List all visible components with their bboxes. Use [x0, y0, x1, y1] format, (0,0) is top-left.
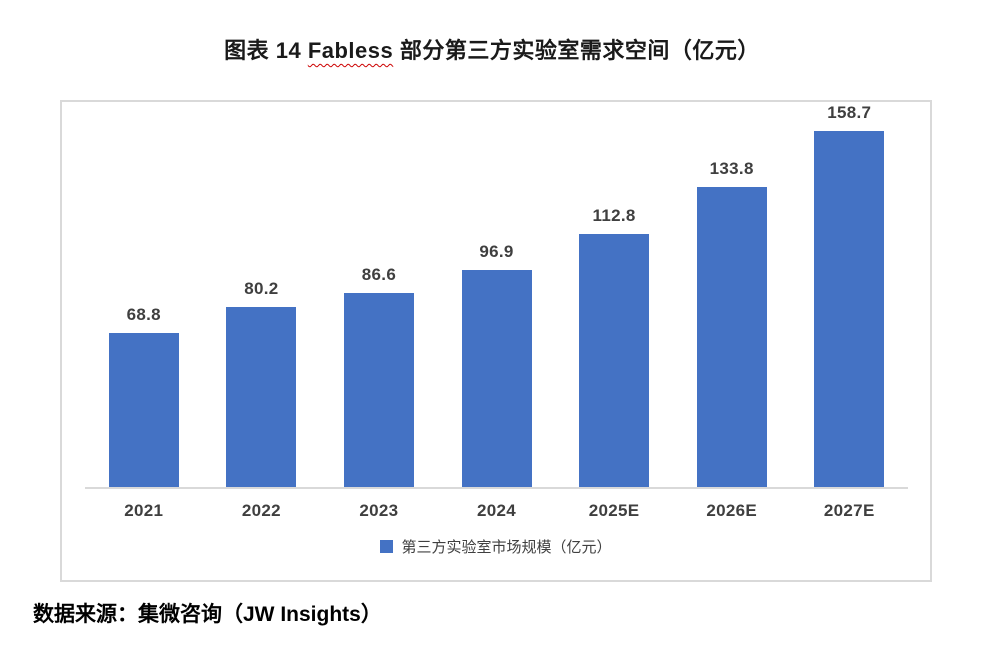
- bar-2027E: [814, 131, 885, 487]
- x-axis-label-2024: 2024: [477, 501, 517, 520]
- bar-2024: [461, 270, 532, 487]
- bar-value-label-2021: 68.8: [126, 305, 161, 324]
- bar-2025E: [579, 234, 650, 487]
- bar-column-2025E: 112.8: [555, 102, 673, 487]
- bar-value-label-2025E: 112.8: [592, 206, 636, 225]
- bar-2026E: [696, 187, 767, 487]
- chart-frame: 68.8 80.2 86.6 96.9 112.8 133.8 158.7 2021 2022…: [60, 100, 932, 582]
- bar-value-label-2027E: 158.7: [827, 103, 872, 122]
- bar-column-2027E: 158.7: [790, 102, 908, 487]
- legend-marker-swatch: [380, 540, 394, 553]
- bar-column-2022: 80.2: [203, 102, 321, 487]
- bar-column-2026E: 133.8: [673, 102, 791, 487]
- bar-2023: [343, 293, 414, 487]
- x-axis-label-2023: 2023: [359, 501, 399, 520]
- chart-title-suffix: 部分第三方实验室需求空间（亿元）: [393, 38, 760, 63]
- bar-column-2023: 86.6: [320, 102, 438, 487]
- bar-value-label-2022: 80.2: [244, 279, 279, 298]
- bar-value-label-2026E: 133.8: [709, 159, 754, 178]
- chart-title: 图表 14 Fabless 部分第三方实验室需求空间（亿元）: [0, 33, 984, 65]
- plot-area: 68.8 80.2 86.6 96.9 112.8 133.8 158.7 2021 2022…: [62, 102, 930, 580]
- x-axis-label-2022: 2022: [241, 501, 281, 520]
- bar-column-2024: 96.9: [438, 102, 556, 487]
- x-axis-label-2026E: 2026E: [706, 501, 758, 520]
- bar-2022: [226, 307, 297, 487]
- x-axis-line: [85, 487, 908, 489]
- legend: 第三方实验室市场规模（亿元）: [62, 536, 930, 557]
- chart-title-fabless-spellcheck: Fabless: [307, 38, 394, 63]
- bar-value-label-2023: 86.6: [361, 265, 397, 284]
- bar-value-label-2024: 96.9: [479, 242, 514, 261]
- source-note: 数据来源：集微咨询（JW Insights）: [33, 603, 382, 626]
- legend-label: 第三方实验室市场规模（亿元）: [401, 539, 612, 556]
- x-axis-labels: 2021 2022 2023 2024 2025E 2026E 2027E: [85, 501, 908, 521]
- bar-2021: [108, 333, 179, 487]
- bar-column-2021: 68.8: [85, 102, 203, 487]
- x-axis-label-2027E: 2027E: [823, 501, 875, 520]
- x-axis-label-2021: 2021: [124, 501, 164, 520]
- x-axis-label-2025E: 2025E: [588, 501, 640, 520]
- bar-series: 68.8 80.2 86.6 96.9 112.8 133.8 158.7: [85, 102, 908, 487]
- chart-title-prefix: 图表 14: [224, 38, 308, 63]
